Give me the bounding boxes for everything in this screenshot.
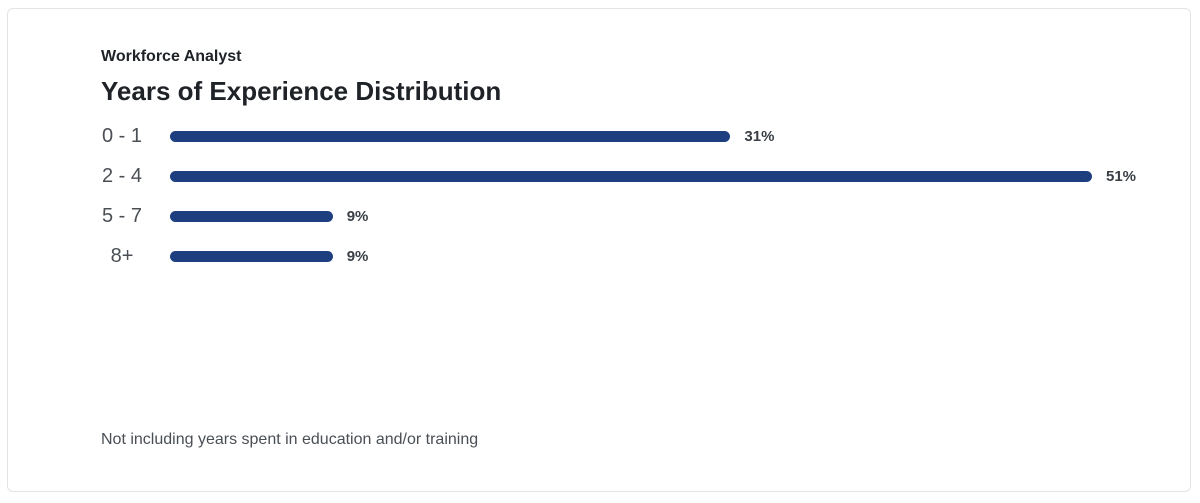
- chart-title: Years of Experience Distribution: [101, 76, 502, 106]
- value-label: 51%: [1106, 167, 1137, 185]
- card: [7, 8, 1191, 492]
- bar-row: 8+ 9%: [101, 238, 1136, 274]
- footnote: Not including years spent in education a…: [101, 431, 479, 448]
- bar: [170, 210, 333, 222]
- bar: [170, 130, 731, 142]
- bar-row: 5 - 7 9%: [101, 198, 1136, 234]
- category-label: 2 - 4: [101, 165, 143, 187]
- bar-row: 0 - 1 31%: [101, 118, 1136, 154]
- category-label: 8+: [110, 245, 134, 267]
- bar-rows: 0 - 1 31% 2 - 4 51% 5 - 7 9% 8+ 9%: [101, 118, 1136, 278]
- bar: [170, 170, 1092, 182]
- category-label: 5 - 7: [101, 205, 143, 227]
- value-label: 9%: [346, 247, 369, 265]
- chart-subtitle: Workforce Analyst: [101, 48, 242, 65]
- bar: [170, 250, 333, 262]
- value-label: 9%: [346, 207, 369, 225]
- bar-row: 2 - 4 51%: [101, 158, 1136, 194]
- value-label: 31%: [744, 127, 775, 145]
- category-label: 0 - 1: [101, 125, 143, 147]
